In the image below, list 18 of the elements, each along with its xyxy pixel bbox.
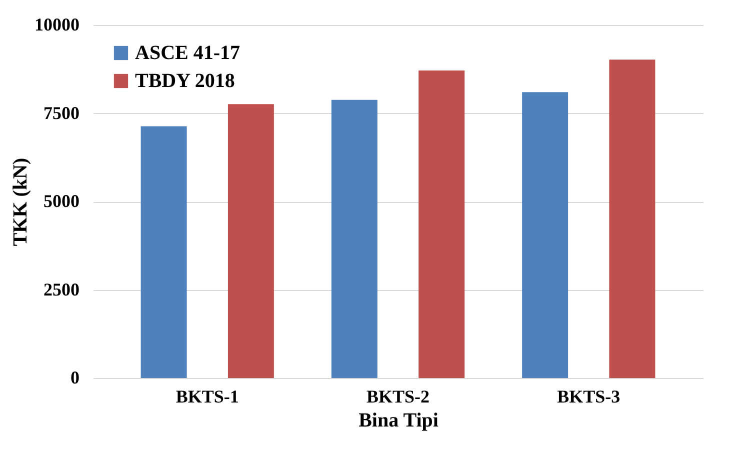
legend-label: TBDY 2018 [135,70,235,92]
bar [418,70,465,378]
y-tick-label: 7500 [44,102,80,123]
y-axis-title: TKK (kN) [10,158,32,246]
y-tick-label: 5000 [44,191,80,211]
y-tick-label: 0 [70,368,80,388]
bar [140,126,187,378]
x-tick-label: BKTS-1 [176,386,239,406]
x-tick-label: BKTS-3 [557,386,620,406]
bar [609,60,656,378]
bar [522,92,568,378]
bar [228,104,274,378]
y-tick-label: 10000 [34,14,80,34]
x-tick-label: BKTS-2 [366,386,430,406]
y-tick-label: 2500 [44,279,80,300]
legend-label: ASCE 41-17 [135,42,240,64]
bar [331,100,378,378]
x-axis-title: Bina Tipi [358,410,439,432]
